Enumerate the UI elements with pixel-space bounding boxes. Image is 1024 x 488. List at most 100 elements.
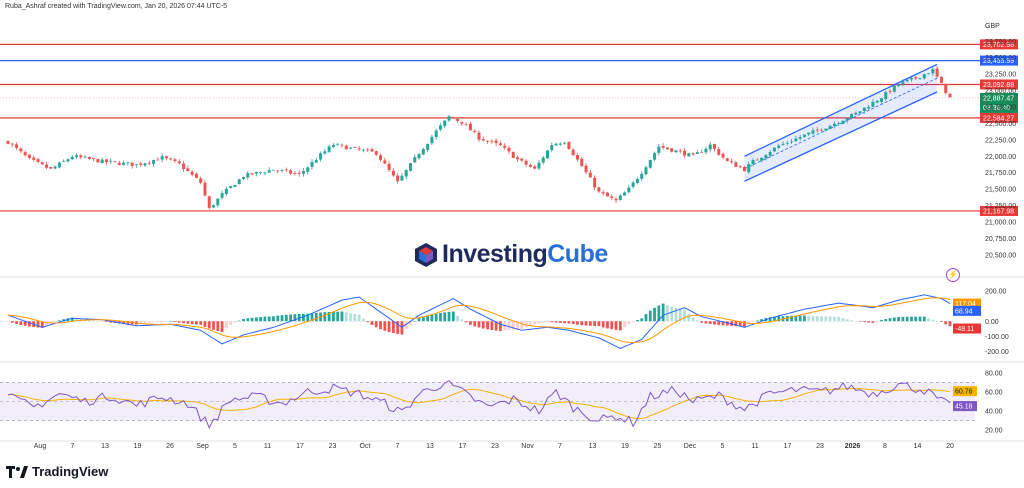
macd-histogram-bar xyxy=(494,321,498,331)
candle-body xyxy=(640,173,644,179)
rsi-line xyxy=(7,379,951,430)
candle-body xyxy=(426,143,430,150)
macd-histogram-bar xyxy=(336,311,340,322)
macd-histogram-bar xyxy=(212,321,215,330)
level-badge xyxy=(980,79,1018,90)
candle-body xyxy=(841,120,845,124)
macd-histogram-bar xyxy=(310,313,314,322)
macd-histogram-bar xyxy=(708,321,712,325)
lightning-icon[interactable]: ⚡ xyxy=(946,268,960,282)
macd-histogram-bar xyxy=(36,321,40,328)
macd-histogram-bar xyxy=(173,321,177,322)
macd-histogram-bar xyxy=(558,321,562,323)
candle-body xyxy=(935,68,939,77)
macd-histogram-bar xyxy=(451,311,455,322)
macd-histogram-bar xyxy=(224,321,228,329)
macd-histogram-bar xyxy=(657,305,661,322)
countdown-label: 03:30:40 xyxy=(983,105,1010,112)
time-tick-label: 20 xyxy=(946,443,954,450)
time-tick-label: 11 xyxy=(751,443,758,450)
candle-body xyxy=(537,162,541,169)
candle-body xyxy=(914,77,918,79)
time-tick-label: 14 xyxy=(914,443,922,450)
macd-histogram-bar xyxy=(430,314,434,322)
macd-histogram-bar xyxy=(169,321,173,322)
macd-histogram-bar xyxy=(276,315,280,322)
macd-histogram-bar xyxy=(139,321,143,324)
candle-body xyxy=(584,165,588,173)
candle-body xyxy=(653,153,657,160)
time-tick-label: 17 xyxy=(784,443,792,450)
time-tick-label: 26 xyxy=(166,443,174,450)
candle-body xyxy=(695,152,699,154)
candle-body xyxy=(944,83,948,93)
macd-histogram-bar xyxy=(700,321,704,323)
time-tick-label: 7 xyxy=(558,443,562,450)
macd-histogram-bar xyxy=(824,316,828,322)
macd-histogram-bar xyxy=(353,314,357,322)
macd-histogram-bar xyxy=(640,318,644,322)
candle-body xyxy=(297,172,301,174)
macd-histogram-bar xyxy=(931,319,935,322)
macd-histogram-bar xyxy=(880,320,883,322)
macd-histogram-bar xyxy=(751,321,755,323)
macd-histogram-bar xyxy=(263,316,267,322)
price-levels: 23,702.98 23,455.99 23,092.88 22,584.27 21,1… xyxy=(0,39,1018,216)
macd-histogram-bar xyxy=(862,321,866,323)
macd-histogram-bar xyxy=(648,310,652,322)
macd-histogram-bar xyxy=(370,321,374,325)
macd-histogram-bar xyxy=(396,321,400,334)
macd-histogram-bar xyxy=(507,321,511,330)
macd-histogram-bar xyxy=(550,321,554,323)
candle-body xyxy=(571,149,575,156)
candle-body xyxy=(443,120,447,127)
macd-histogram-bar xyxy=(267,316,271,322)
time-tick-label: 13 xyxy=(589,443,597,450)
macd-histogram-bar xyxy=(717,321,721,325)
macd-histogram-bar xyxy=(790,315,793,322)
candle-body xyxy=(892,85,896,92)
candle-body xyxy=(306,167,310,172)
time-tick-label: 11 xyxy=(264,443,271,450)
candle-body xyxy=(528,164,532,167)
time-tick-label: 7 xyxy=(396,443,400,450)
macd-histogram-bar xyxy=(195,321,198,325)
time-tick-label: Oct xyxy=(360,443,371,450)
candle-body xyxy=(884,92,888,100)
macd-histogram-bar xyxy=(413,321,417,322)
candle-body xyxy=(931,69,935,74)
macd-histogram-bar xyxy=(327,311,331,322)
macd-histogram-bar xyxy=(302,313,305,322)
candle-body xyxy=(164,156,168,159)
tradingview-logo[interactable]: TradingView xyxy=(6,464,108,479)
macd-value-label: 68.94 xyxy=(955,308,973,315)
candle-body xyxy=(460,121,464,124)
macd-histogram-bar xyxy=(254,317,258,322)
candle-body xyxy=(717,149,721,155)
macd-histogram-bar xyxy=(832,316,836,322)
macd-histogram-bar xyxy=(109,321,113,323)
macd-histogram-bar xyxy=(576,321,579,325)
macd-histogram-bar xyxy=(469,321,472,325)
macd-tick-label: 200.00 xyxy=(985,289,1007,296)
macd-histogram-bar xyxy=(464,321,468,323)
candle-body xyxy=(550,145,554,151)
candle-body xyxy=(104,159,108,163)
candle-body xyxy=(687,153,691,157)
candle-body xyxy=(820,129,824,131)
macd-histogram-bar xyxy=(6,321,10,322)
rsi-tick-label: 80.00 xyxy=(985,370,1003,377)
candle-body xyxy=(588,172,592,178)
candle-body xyxy=(897,84,901,86)
macd-histogram-bar xyxy=(306,313,310,322)
candle-body xyxy=(66,159,70,162)
macd-histogram-bar xyxy=(927,318,930,322)
macd-histogram-bar xyxy=(357,314,361,322)
price-tick-label: 23,250.00 xyxy=(985,72,1016,79)
candle-body xyxy=(250,173,254,175)
candle-body xyxy=(498,143,502,146)
macd-histogram-bar xyxy=(332,311,335,322)
candle-body xyxy=(194,173,198,178)
candle-body xyxy=(730,161,734,163)
